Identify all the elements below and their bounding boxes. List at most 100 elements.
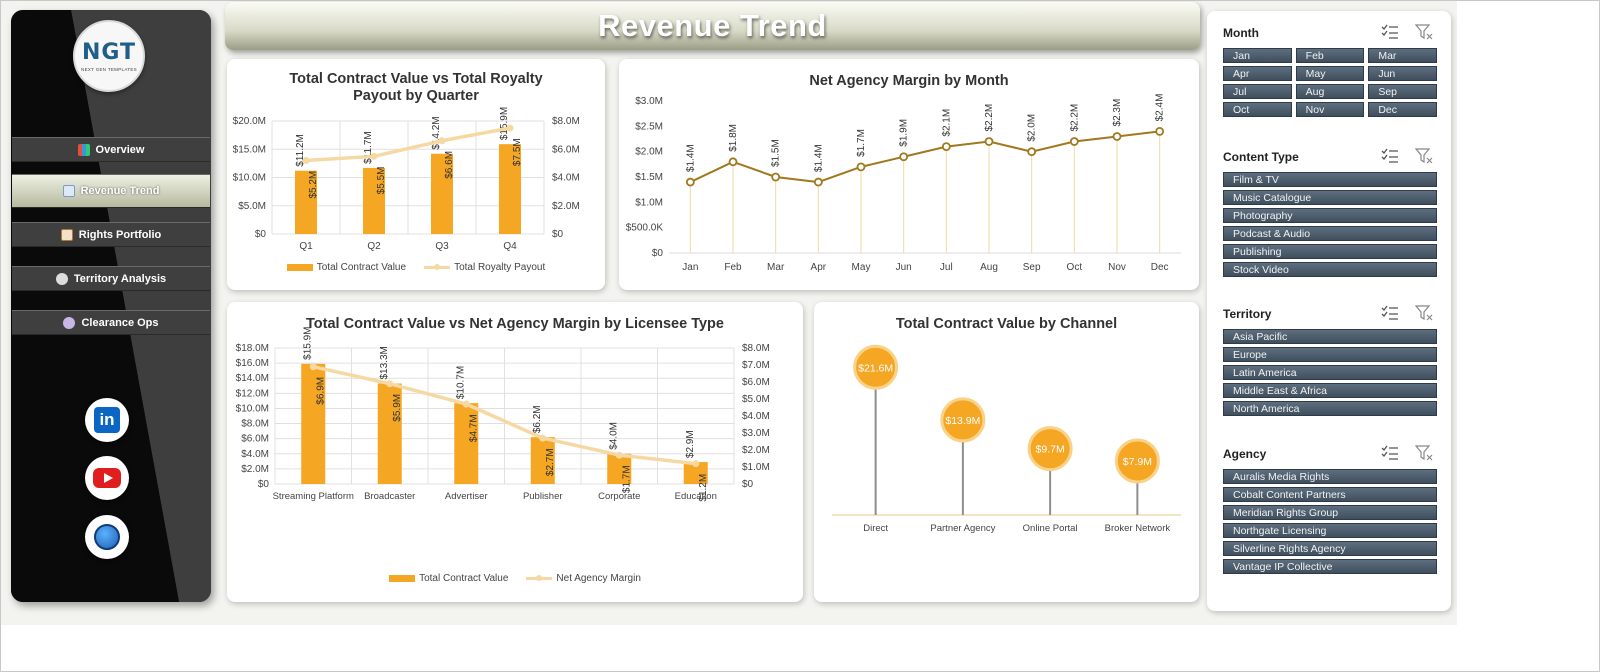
quarter-chart-legend: Total Contract Value Total Royalty Payou…	[227, 262, 605, 273]
slicer-chip[interactable]: Jul	[1223, 84, 1292, 99]
line-point	[370, 152, 378, 160]
line-point	[309, 363, 317, 371]
multi-select-icon[interactable]	[1381, 305, 1399, 321]
legend-item-line: Net Agency Margin	[526, 573, 641, 584]
bar-data-label: $6.2M	[532, 405, 543, 433]
line-point	[728, 157, 738, 167]
slicer-chip[interactable]: Dec	[1368, 102, 1437, 117]
slicer-content-type-title: Content Type	[1223, 150, 1299, 164]
x-tick-label: Publisher	[523, 491, 563, 502]
slicer-chip[interactable]: Latin America	[1223, 365, 1437, 380]
slicer-chip[interactable]: Feb	[1295, 48, 1365, 63]
nav-overview[interactable]: Overview	[12, 137, 210, 162]
y-tick-label: $2.5M	[635, 121, 663, 132]
y-right-tick-label: $4.0M	[742, 411, 770, 422]
x-tick-label: Education	[675, 491, 717, 502]
x-tick-label: Jul	[940, 262, 953, 273]
slicer-chip[interactable]: Mar	[1368, 48, 1437, 63]
clear-filter-icon[interactable]	[1415, 148, 1433, 164]
y-right-tick-label: $6.0M	[742, 377, 770, 388]
licensee-chart-title: Total Contract Value vs Net Agency Margi…	[306, 316, 724, 332]
slicer-chip[interactable]: Auralis Media Rights	[1223, 469, 1437, 484]
line-point	[462, 400, 470, 408]
slicer-chip[interactable]: Northgate Licensing	[1223, 523, 1437, 538]
chart-bar	[683, 462, 708, 484]
licensee-chart-card: Total Contract Value vs Net Agency Margi…	[227, 302, 803, 602]
slicer-chip[interactable]: Nov	[1295, 102, 1365, 117]
slicer-chip[interactable]: Apr	[1223, 66, 1292, 81]
nav-territory-analysis[interactable]: Territory Analysis	[12, 266, 210, 291]
bar-data-label: $14.2M	[431, 116, 442, 149]
slicer-chip[interactable]: Music Catalogue	[1223, 190, 1437, 205]
x-tick-label: Partner Agency	[930, 523, 995, 534]
slicer-chip[interactable]: Jun	[1368, 66, 1437, 81]
slicer-chip[interactable]: Asia Pacific	[1223, 329, 1437, 344]
slicer-chip[interactable]: Oct	[1223, 102, 1292, 117]
legend-bar-swatch	[286, 264, 313, 271]
slicer-chip[interactable]: May	[1295, 66, 1365, 81]
youtube-button[interactable]	[85, 456, 129, 500]
multi-select-icon[interactable]	[1381, 24, 1399, 40]
data-label: $2.3M	[1112, 99, 1123, 127]
y-right-tick-label: $2.0M	[552, 201, 580, 212]
slicer-chip[interactable]: Vantage IP Collective	[1223, 559, 1437, 574]
slicer-chip[interactable]: Photography	[1223, 208, 1437, 223]
line-data-label: $7.5M	[512, 138, 523, 166]
multi-select-icon[interactable]	[1381, 445, 1399, 461]
y-left-tick-label: $12.0M	[236, 388, 269, 399]
x-tick-label: Mar	[767, 262, 785, 273]
clear-filter-icon[interactable]	[1415, 445, 1433, 461]
chart-bar	[301, 363, 326, 484]
series-line	[312, 364, 696, 466]
slicer-chip[interactable]: Middle East & Africa	[1223, 383, 1437, 398]
lollipop-head	[940, 397, 986, 443]
chart-bar	[499, 144, 521, 234]
y-left-tick-label: $14.0M	[236, 373, 269, 384]
slicer-chip[interactable]: Stock Video	[1223, 262, 1437, 277]
slicer-chip[interactable]: Publishing	[1223, 244, 1437, 259]
website-button[interactable]	[85, 515, 129, 559]
y-right-tick-label: $5.0M	[742, 394, 770, 405]
multi-select-icon[interactable]	[1381, 148, 1399, 164]
data-label: $7.9M	[1123, 456, 1152, 468]
legend-label: Total Contract Value	[419, 573, 509, 584]
month-chart-title: Net Agency Margin by Month	[809, 73, 1009, 89]
slicer-chip[interactable]: Aug	[1295, 84, 1365, 99]
data-label: $2.2M	[984, 104, 995, 132]
linkedin-button[interactable]: in	[85, 398, 129, 442]
y-right-tick-label: $0	[742, 479, 754, 490]
line-data-label: $5.2M	[308, 171, 319, 199]
y-tick-label: $3.0M	[635, 96, 663, 107]
slicer-chip[interactable]: Jan	[1223, 48, 1292, 63]
slicer-agency: Agency Auralis Media Rights Cobalt Conten…	[1223, 445, 1437, 574]
map-icon	[55, 272, 68, 285]
x-tick-label: May	[852, 262, 871, 273]
y-right-tick-label: $0	[552, 229, 564, 240]
slicer-chip[interactable]: Europe	[1223, 347, 1437, 362]
x-tick-label: Oct	[1067, 262, 1083, 273]
legend-item-bar: Total Contract Value	[389, 573, 508, 584]
slicer-chip[interactable]: Cobalt Content Partners	[1223, 487, 1437, 502]
nav-revenue-trend[interactable]: Revenue Trend	[12, 174, 210, 208]
nav-clearance-ops[interactable]: Clearance Ops	[12, 310, 210, 335]
slicer-chip[interactable]: Film & TV	[1223, 172, 1437, 187]
slicer-tools	[1381, 148, 1433, 164]
nav-rights-portfolio-label: Rights Portfolio	[78, 228, 162, 241]
data-label: $2.2M	[1069, 104, 1080, 132]
y-right-tick-label: $8.0M	[742, 343, 770, 354]
clear-filter-icon[interactable]	[1415, 24, 1433, 40]
x-tick-label: Dec	[1151, 262, 1169, 273]
line-data-label: $5.9M	[392, 394, 403, 422]
slicer-agency-items: Auralis Media Rights Cobalt Content Partn…	[1223, 469, 1437, 574]
slicer-chip[interactable]: Meridian Rights Group	[1223, 505, 1437, 520]
legend-label: Total Royalty Payout	[454, 262, 546, 273]
slicer-chip[interactable]: Podcast & Audio	[1223, 226, 1437, 241]
nav-rights-portfolio[interactable]: Rights Portfolio	[12, 222, 210, 247]
logo-subtext: NEXT GEN TEMPLATES	[81, 67, 137, 72]
lollipop-head	[1114, 438, 1160, 484]
data-label: $2.1M	[941, 109, 952, 137]
slicer-chip[interactable]: Sep	[1368, 84, 1437, 99]
slicer-chip[interactable]: Silverline Rights Agency	[1223, 541, 1437, 556]
clear-filter-icon[interactable]	[1415, 305, 1433, 321]
slicer-chip[interactable]: North America	[1223, 401, 1437, 416]
